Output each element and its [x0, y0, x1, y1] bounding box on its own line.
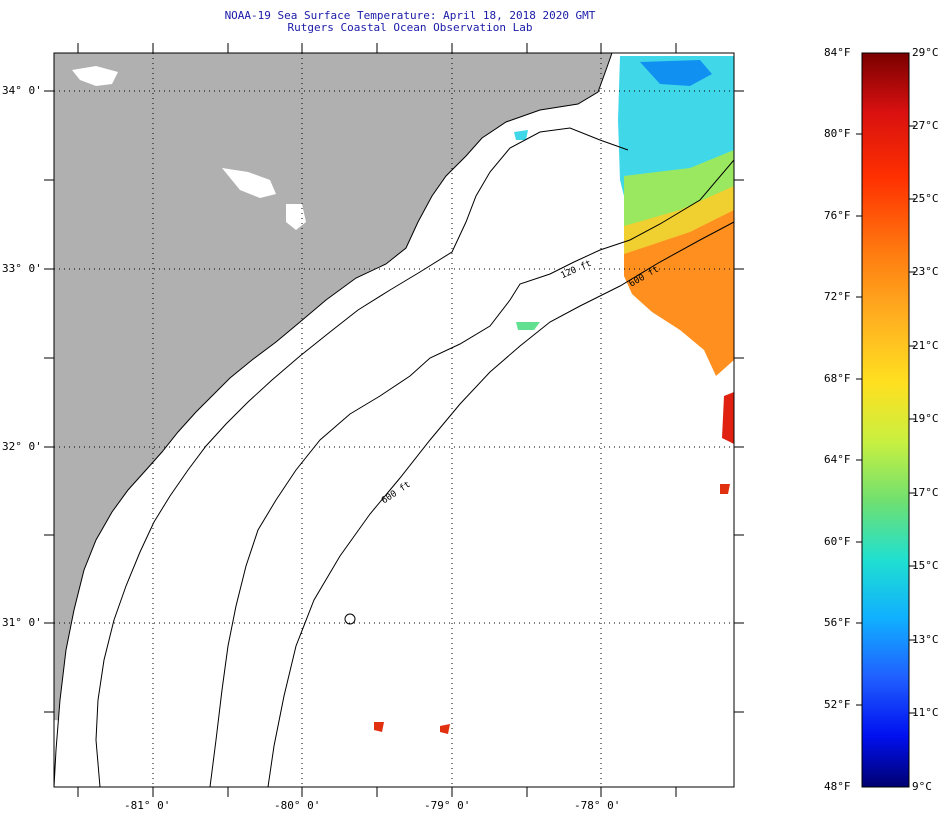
- coastline: [54, 53, 613, 787]
- colorbar-f-80: 80°F: [824, 127, 851, 140]
- lat-label-34: 34° 0': [2, 84, 42, 97]
- isobath-600ft-a: [209, 159, 734, 787]
- map-title: NOAA-19 Sea Surface Temperature: April 1…: [224, 9, 596, 22]
- colorbar-c-13: 13°C: [912, 633, 939, 646]
- sst-blue-spots: [640, 60, 712, 86]
- colorbar-f-56: 56°F: [824, 616, 851, 629]
- land-cloud-3: [286, 204, 306, 230]
- colorbar-c-11: 11°C: [912, 706, 939, 719]
- colorbar-c-15: 15°C: [912, 559, 939, 572]
- lat-label-31: 31° 0': [2, 616, 42, 629]
- sst-hot-dot-1: [374, 722, 384, 732]
- sst-hot-dot-3: [720, 484, 730, 494]
- colorbar-f-72: 72°F: [824, 290, 851, 303]
- colorbar-f-68: 68°F: [824, 372, 851, 385]
- sst-small-green: [516, 322, 540, 330]
- sst-hot-patch: [722, 392, 734, 444]
- isobath-600ft-b: [267, 221, 734, 787]
- colorbar-c-9: 9°C: [912, 780, 932, 793]
- colorbar-f-84: 84°F: [824, 46, 851, 59]
- colorbar-f-76: 76°F: [824, 209, 851, 222]
- land-cloud-4: [54, 720, 78, 787]
- colorbar-c-19: 19°C: [912, 412, 939, 425]
- colorbar-f-64: 64°F: [824, 453, 851, 466]
- map-ticks: [44, 43, 744, 797]
- colorbar-f-52: 52°F: [824, 698, 851, 711]
- land-cloud-2: [222, 168, 276, 198]
- graticule: [54, 53, 734, 787]
- map-subtitle: Rutgers Coastal Ocean Observation Lab: [287, 21, 533, 34]
- colorbar-f-48: 48°F: [824, 780, 851, 793]
- colorbar: [861, 52, 910, 788]
- land-cloud-1: [72, 66, 118, 86]
- colorbar-c-21: 21°C: [912, 339, 939, 352]
- lat-label-33: 33° 0': [2, 262, 42, 275]
- colorbar-f-60: 60°F: [824, 535, 851, 548]
- map-border: [53, 52, 735, 788]
- land-mass: [54, 53, 612, 787]
- lon-label-81: -81° 0': [124, 799, 171, 812]
- colorbar-c-29: 29°C: [912, 46, 939, 59]
- seamount-contour: [344, 613, 356, 625]
- lon-label-80: -80° 0': [274, 799, 321, 812]
- colorbar-c-25: 25°C: [912, 192, 939, 205]
- sst-hot-dot-2: [440, 724, 450, 734]
- isobath-120ft: [95, 127, 629, 787]
- lat-label-32: 32° 0': [2, 440, 42, 453]
- sst-warm-region: [624, 210, 734, 376]
- lon-label-78: -78° 0': [574, 799, 621, 812]
- colorbar-ticks: [856, 125, 915, 714]
- colorbar-c-27: 27°C: [912, 119, 939, 132]
- colorbar-c-17: 17°C: [912, 486, 939, 499]
- lon-label-79: -79° 0': [424, 799, 471, 812]
- sst-small-cyan: [514, 130, 528, 140]
- colorbar-c-23: 23°C: [912, 265, 939, 278]
